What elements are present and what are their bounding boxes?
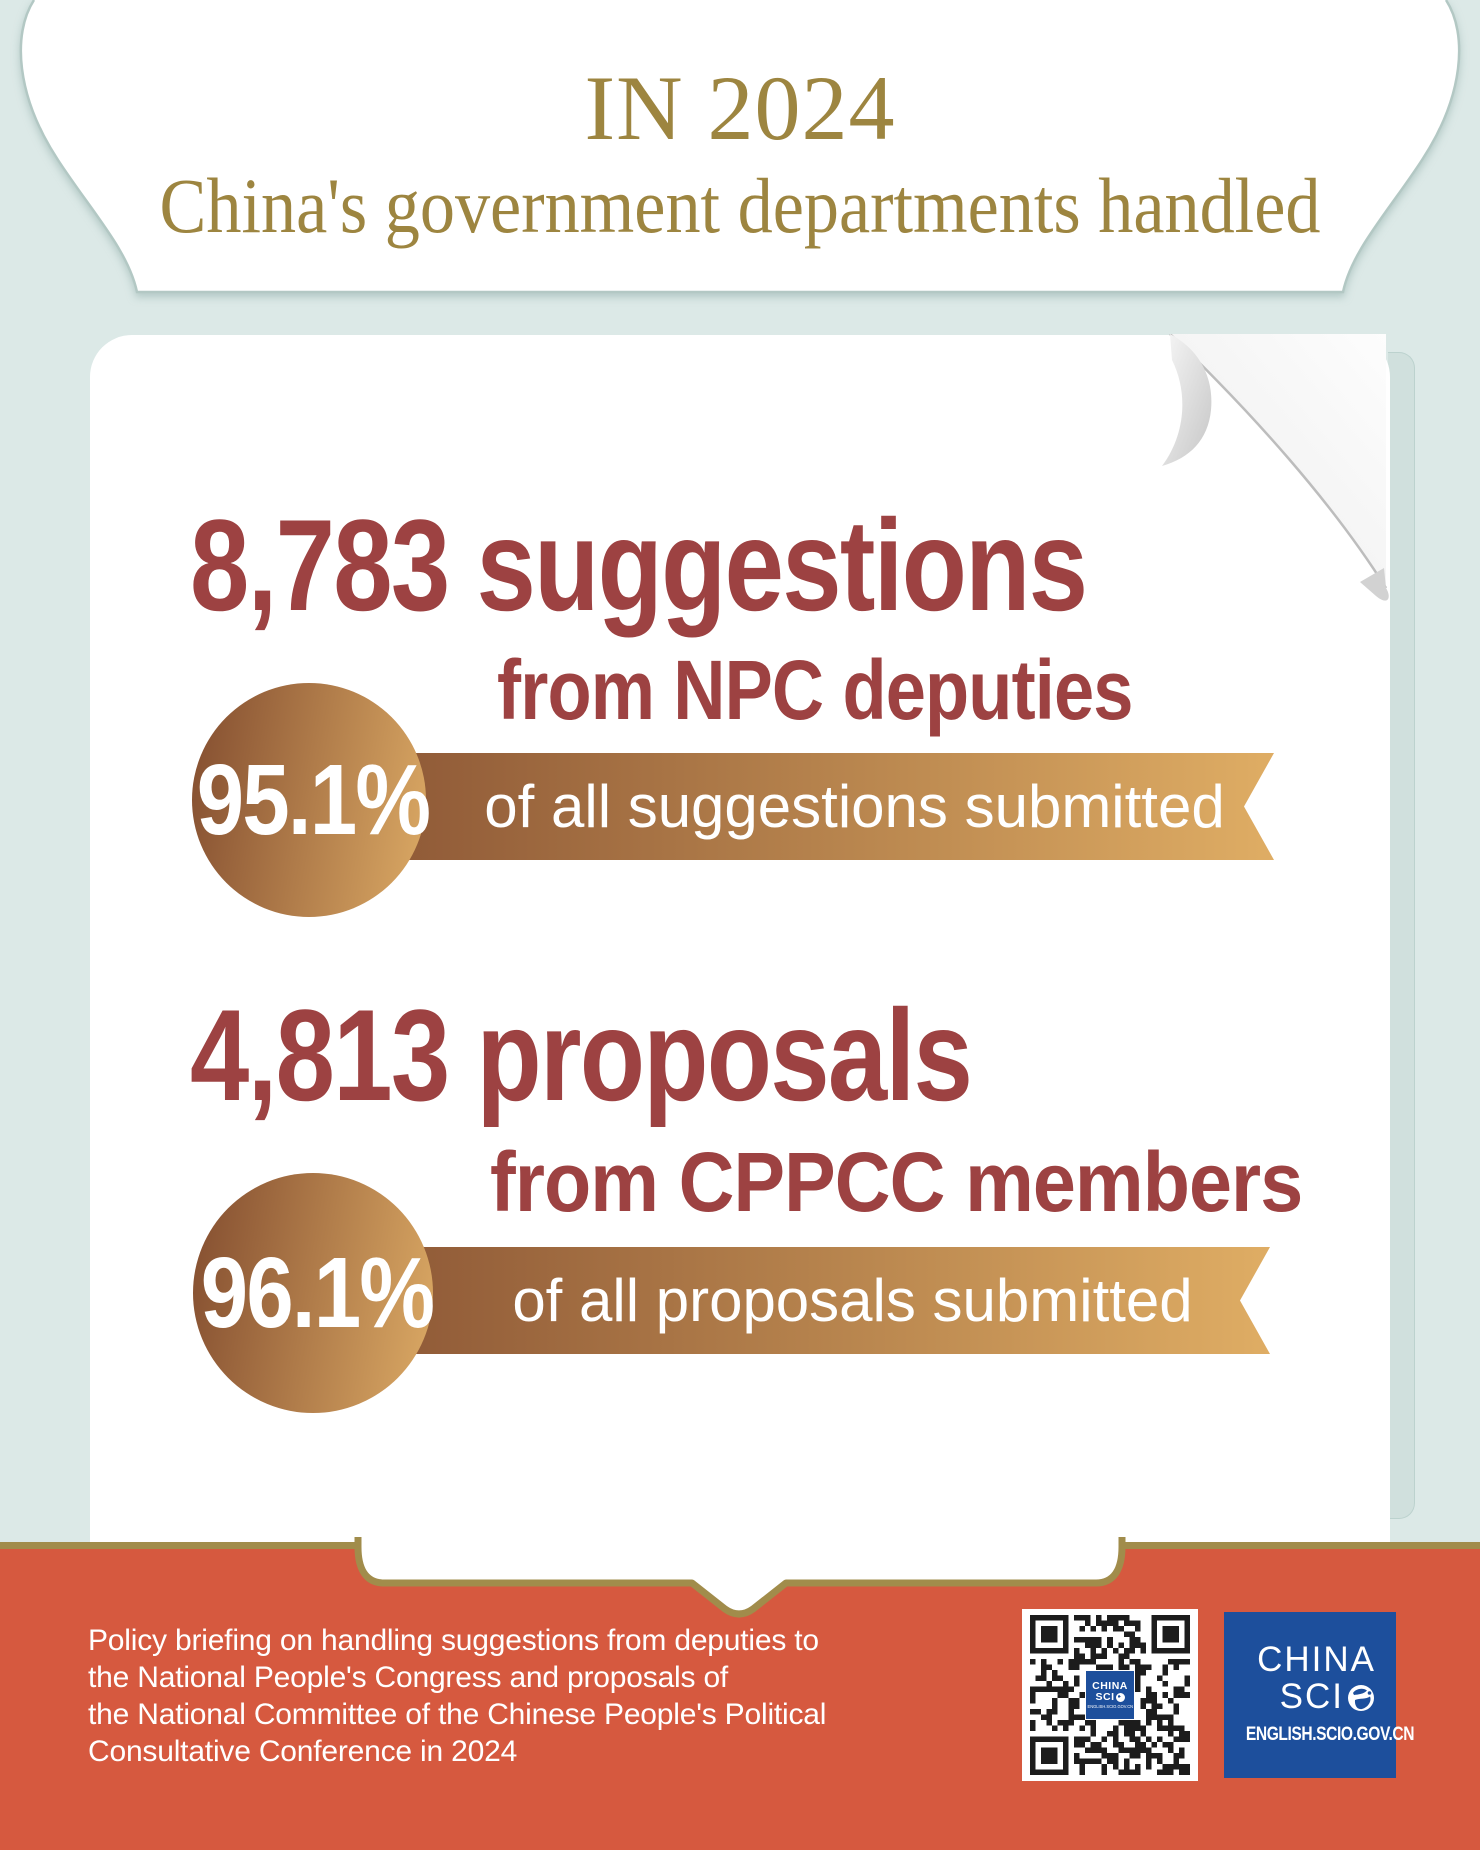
banner-title-year: IN 2024 <box>584 57 896 159</box>
banner-shape <box>19 0 1461 294</box>
stat-2-percent-value: 96.1% <box>201 1237 435 1349</box>
stacked-page-edge <box>1388 352 1415 1519</box>
qr-code: CHINA SCI ENGLISH.SCIO.GOV.CN <box>1022 1609 1198 1781</box>
card-bottom-tab <box>354 1537 1126 1618</box>
china-scio-logo: CHINA SCI ENGLISH.SCIO.GOV.CN <box>1224 1612 1415 1778</box>
qr-code-modules <box>1030 1615 1190 1775</box>
globe-icon <box>1348 1685 1374 1711</box>
stat-2-headline: 4,813 proposals <box>190 982 973 1128</box>
logo-text-china: CHINA <box>1257 1640 1376 1679</box>
footer-caption: Policy briefing on handling suggestions … <box>88 1622 826 1770</box>
stat-2-source: from CPPCC members <box>490 1135 1303 1229</box>
stat-1-percent-value: 95.1% <box>197 744 431 856</box>
stat-2-ribbon: of all proposals submitted <box>330 1247 1270 1354</box>
logo-text-scio: SCI <box>1279 1677 1344 1716</box>
stat-2-percent-circle: 96.1% <box>193 1173 435 1413</box>
stat-1-ribbon: of all suggestions submitted <box>330 753 1274 860</box>
qr-center-text: SCI <box>1095 1690 1115 1703</box>
footer-caption-line: the National Committee of the Chinese Pe… <box>88 1698 827 1731</box>
page-curl-icon <box>1162 334 1389 601</box>
logo-url: ENGLISH.SCIO.GOV.CN <box>1245 1724 1415 1745</box>
stat-1-headline: 8,783 suggestions <box>190 492 1088 638</box>
qr-center-logo: CHINA SCI ENGLISH.SCIO.GOV.CN <box>1086 1671 1134 1719</box>
footer-caption-line: the National People's Congress and propo… <box>88 1661 729 1694</box>
footer-caption-line: Consultative Conference in 2024 <box>88 1735 518 1768</box>
stat-2-percent-label: of all proposals submitted <box>512 1266 1193 1334</box>
qr-center-url: ENGLISH.SCIO.GOV.CN <box>1087 1703 1133 1709</box>
stat-1-percent-label: of all suggestions submitted <box>484 772 1225 840</box>
stat-1-source: from NPC deputies <box>497 643 1133 737</box>
qr-center-text: CHINA <box>1092 1679 1128 1692</box>
stat-1-percent-circle: 95.1% <box>192 683 431 917</box>
footer-caption-line: Policy briefing on handling suggestions … <box>88 1624 819 1657</box>
globe-icon <box>1115 1692 1125 1702</box>
banner-title-subtitle: China's government departments handled <box>159 162 1321 249</box>
